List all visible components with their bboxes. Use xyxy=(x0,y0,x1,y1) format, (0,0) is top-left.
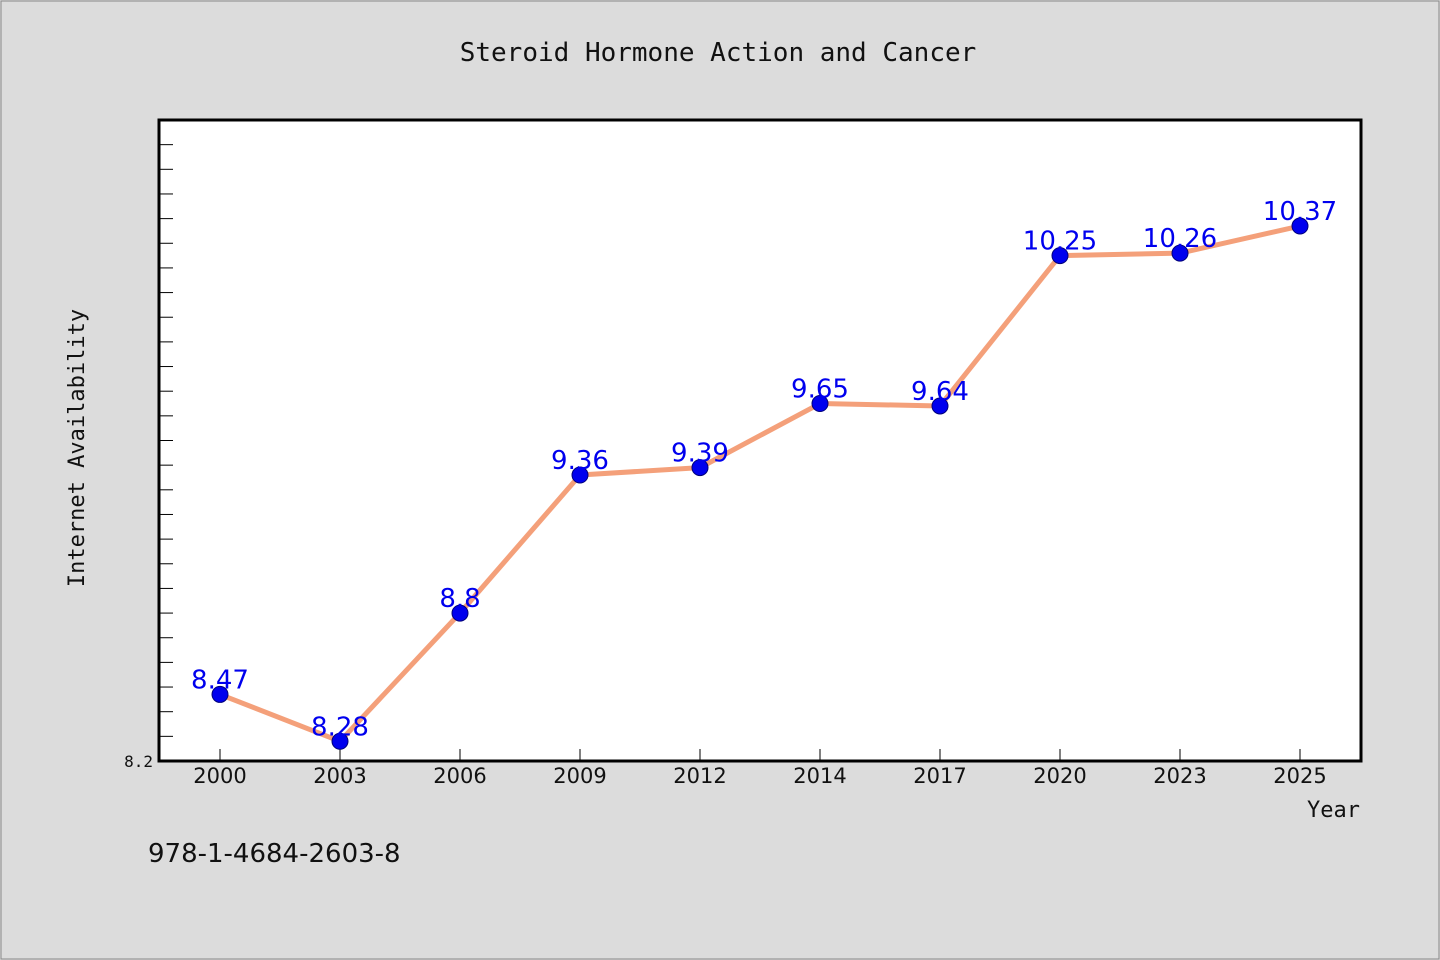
x-tick-label: 2017 xyxy=(913,764,966,788)
chart-title: Steroid Hormone Action and Cancer xyxy=(460,38,977,68)
series-line xyxy=(219,223,1301,744)
data-label: 10.37 xyxy=(1263,197,1337,227)
x-tick-label: 2014 xyxy=(793,764,846,788)
data-label: 9.65 xyxy=(791,375,849,405)
x-tick-label: 2025 xyxy=(1273,764,1326,788)
data-point xyxy=(691,459,709,477)
y-tick-label: 8.2 xyxy=(124,752,153,771)
x-tick-label: 2006 xyxy=(433,764,486,788)
x-axis-ticks: 2000 2003 2006 2009 2012 2014 2017 2020 2023 2025 xyxy=(193,749,1327,788)
data-labels: 8.47 8.28 8.8 9.36 9.39 9.65 9.64 10.25 10.26 10.… xyxy=(191,197,1337,742)
data-label: 9.39 xyxy=(671,439,729,469)
plot-area xyxy=(157,118,1363,763)
data-label: 10.25 xyxy=(1023,227,1097,257)
data-point xyxy=(451,604,469,622)
x-tick-label: 2003 xyxy=(313,764,366,788)
isbn-text: 978-1-4684-2603-8 xyxy=(148,839,401,869)
x-tick-label: 2020 xyxy=(1033,764,1086,788)
data-point xyxy=(1171,244,1189,262)
series-markers xyxy=(211,217,1309,750)
data-point xyxy=(571,466,589,484)
y-axis-ticks: 8.2 xyxy=(124,144,173,771)
data-point xyxy=(331,732,349,750)
data-label: 9.64 xyxy=(911,377,969,407)
data-label: 8.8 xyxy=(439,584,480,614)
data-label: 8.47 xyxy=(191,665,249,695)
x-axis-title: Year xyxy=(1307,798,1360,823)
data-point xyxy=(811,395,829,413)
data-label: 10.26 xyxy=(1143,224,1217,254)
x-tick-label: 2012 xyxy=(673,764,726,788)
series-line-group xyxy=(219,223,1301,744)
data-point xyxy=(1051,247,1069,265)
data-label: 8.28 xyxy=(311,712,369,742)
data-point xyxy=(1291,217,1309,235)
x-tick-label: 2009 xyxy=(553,764,606,788)
x-tick-label: 2000 xyxy=(193,764,246,788)
x-tick-label: 2023 xyxy=(1153,764,1206,788)
data-point xyxy=(931,397,949,415)
data-point xyxy=(211,685,229,703)
data-label: 9.36 xyxy=(551,446,609,476)
y-axis-title: Internet Availability xyxy=(65,309,90,587)
